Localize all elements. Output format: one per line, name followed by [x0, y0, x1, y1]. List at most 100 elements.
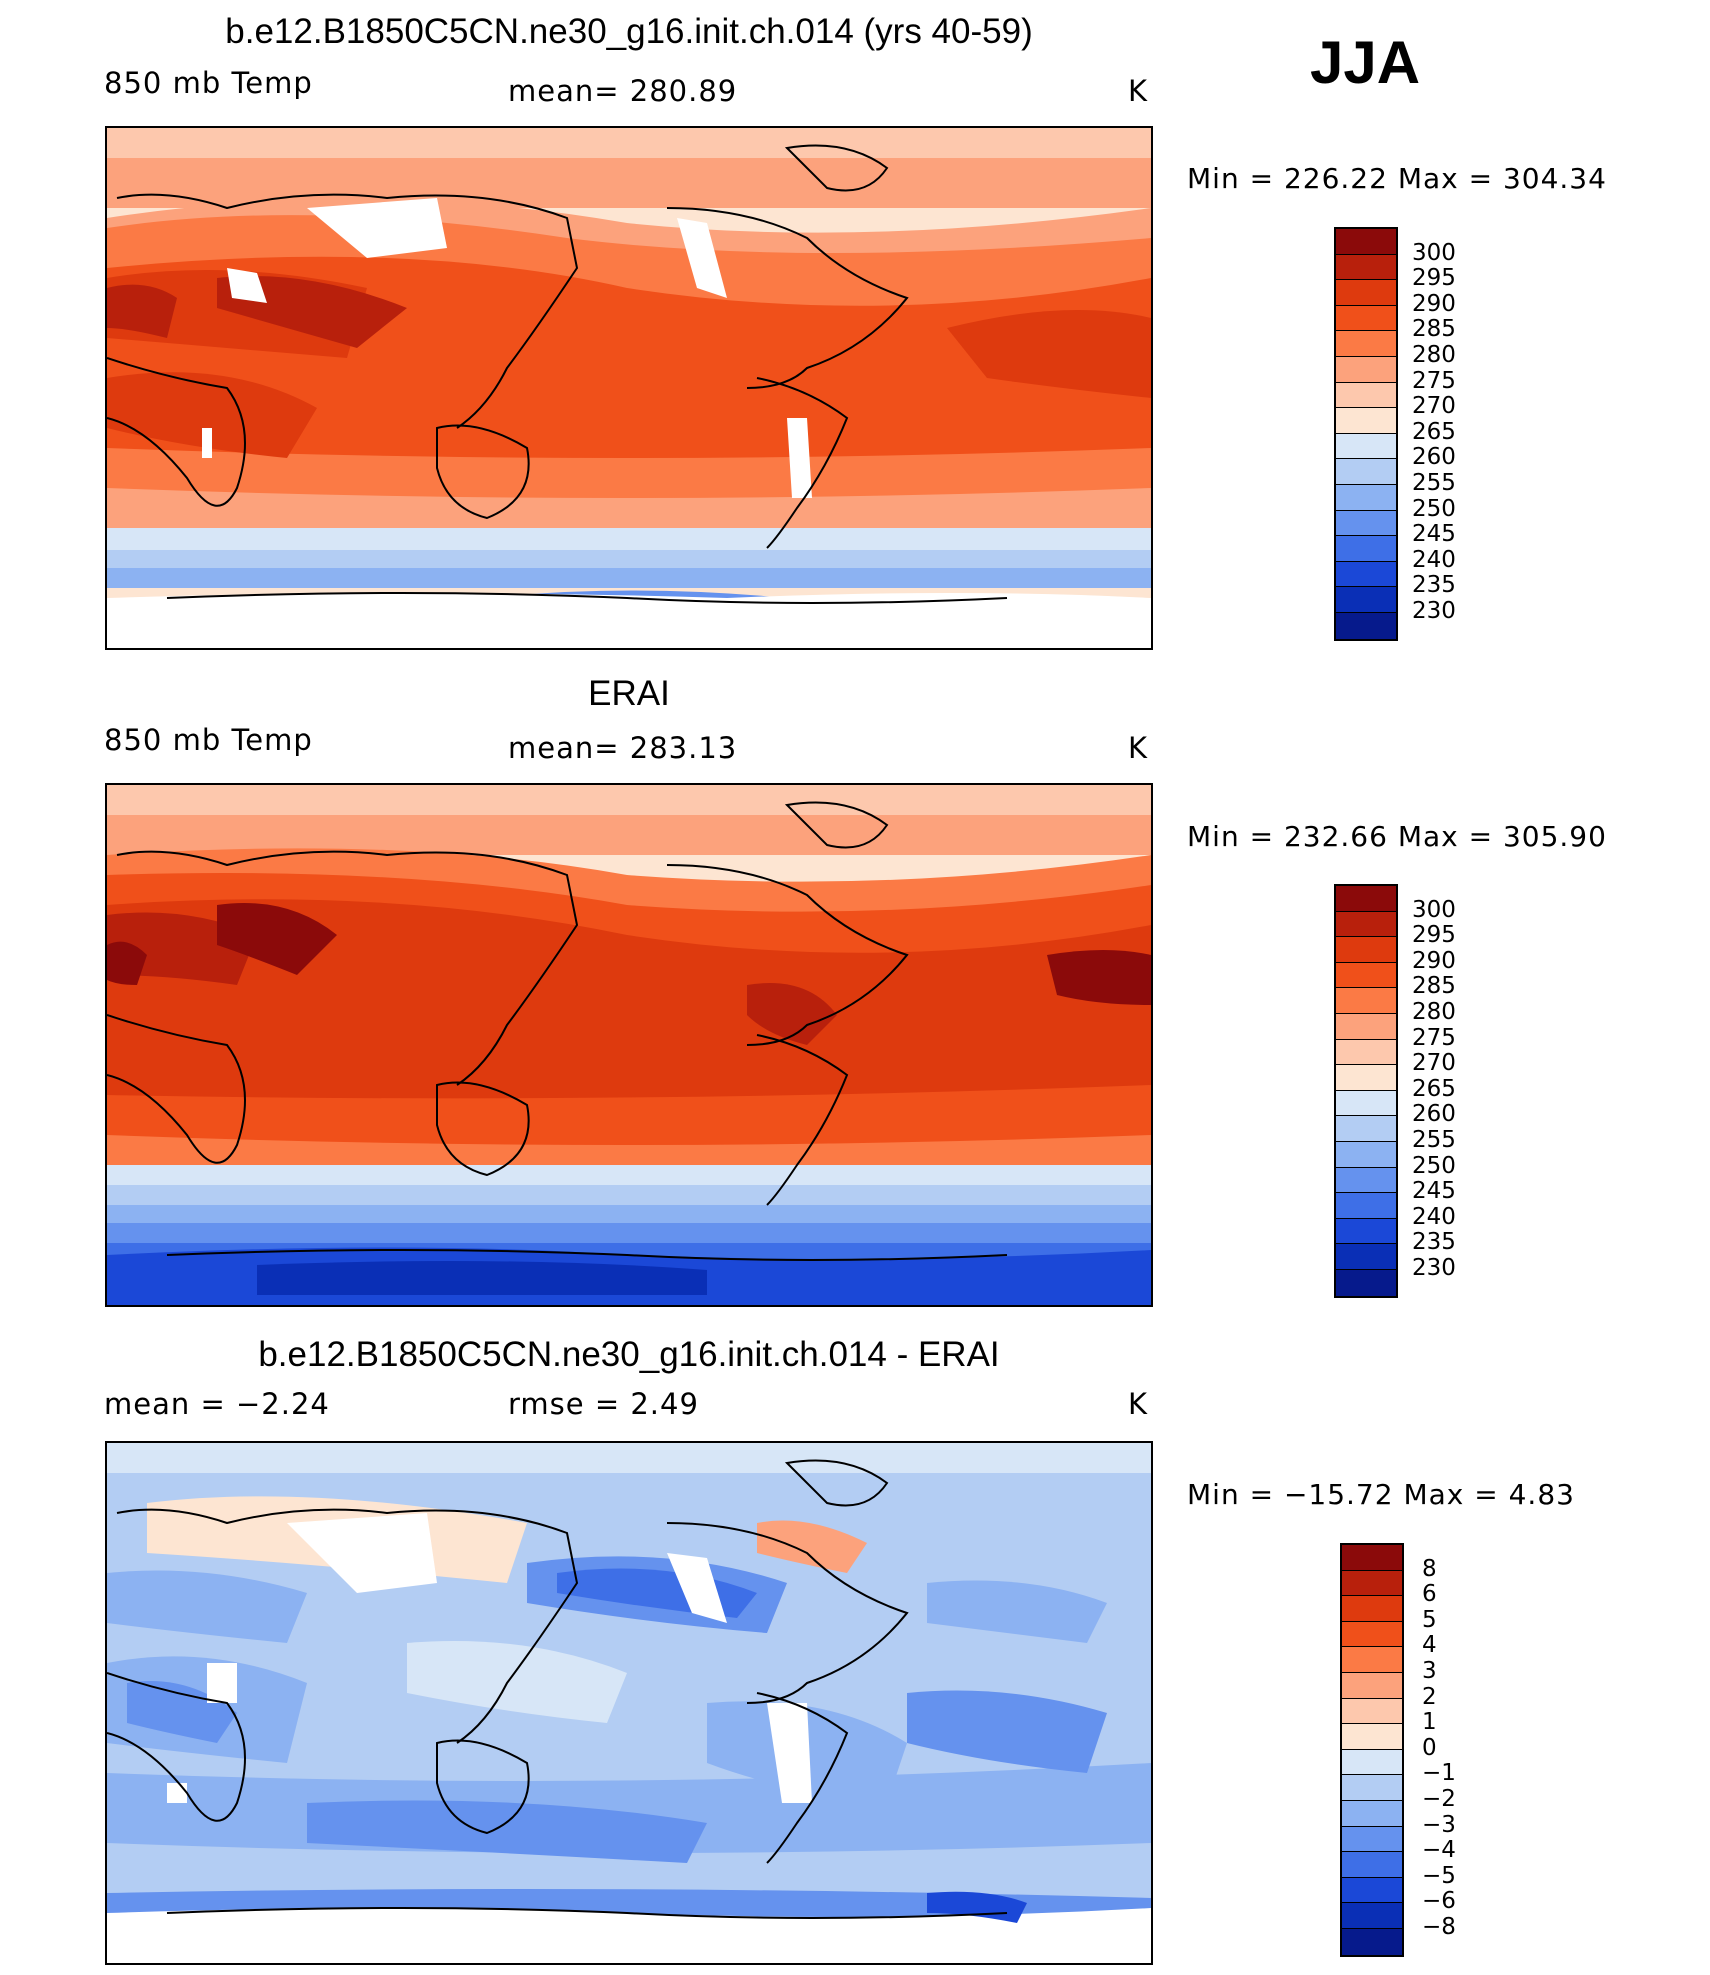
colorbar-swatch — [1336, 1013, 1396, 1040]
colorbar-tick-label: 300 — [1412, 239, 1456, 266]
panel3-colorbar — [1340, 1543, 1404, 1957]
colorbar-swatch — [1342, 1749, 1402, 1776]
colorbar-tick-label: 270 — [1412, 1050, 1456, 1077]
colorbar-swatch — [1336, 988, 1396, 1014]
panel3-title: b.e12.B1850C5CN.ne30_g16.init.ch.014 - E… — [258, 1335, 1000, 1374]
colorbar-swatch — [1336, 561, 1396, 588]
colorbar-tick-label: 235 — [1412, 572, 1456, 599]
colorbar-swatch — [1342, 1775, 1402, 1801]
colorbar-swatch — [1342, 1928, 1402, 1955]
temperature-fill — [107, 785, 1151, 1305]
panel2-mean-label: mean= 283.13 — [508, 731, 738, 765]
colorbar-swatch — [1336, 886, 1396, 912]
panel2-colorbar-labels: 300 295 290 285 280 275 270 265 260 255 250 245 240 2… — [1412, 884, 1492, 1294]
colorbar-tick-label: 245 — [1412, 1178, 1456, 1205]
colorbar-tick-label: 275 — [1412, 367, 1456, 394]
colorbar-swatch — [1342, 1672, 1402, 1699]
colorbar-swatch — [1336, 1116, 1396, 1142]
colorbar-tick-label: 235 — [1412, 1229, 1456, 1256]
colorbar-swatch — [1336, 484, 1396, 511]
panel3-units: K — [1128, 1387, 1149, 1421]
panel3-map — [105, 1441, 1153, 1965]
colorbar-tick-label: −1 — [1422, 1760, 1456, 1787]
panel3-rmse-label: rmse = 2.49 — [508, 1387, 699, 1421]
colorbar-swatch — [1336, 1167, 1396, 1194]
panel3-minmax: Min = −15.72 Max = 4.83 — [1187, 1478, 1575, 1511]
panel3-mean-label: mean = −2.24 — [104, 1387, 330, 1421]
colorbar-swatch — [1336, 382, 1396, 409]
panel1-map — [105, 126, 1153, 650]
colorbar-tick-label: 265 — [1412, 1075, 1456, 1102]
colorbar-swatch — [1342, 1698, 1402, 1725]
panel1-minmax: Min = 226.22 Max = 304.34 — [1187, 162, 1607, 195]
colorbar-tick-label: 285 — [1412, 316, 1456, 343]
colorbar-tick-label: 8 — [1422, 1555, 1437, 1582]
colorbar-swatch — [1342, 1800, 1402, 1827]
colorbar-tick-label: 260 — [1412, 1101, 1456, 1128]
coastlines — [107, 1459, 1008, 1919]
colorbar-tick-label: −6 — [1422, 1888, 1456, 1915]
season-label: JJA — [1310, 29, 1421, 96]
colorbar-tick-label: −8 — [1422, 1914, 1456, 1940]
colorbar-tick-label: 295 — [1412, 265, 1456, 292]
colorbar-swatch — [1342, 1596, 1402, 1622]
colorbar-tick-label: 285 — [1412, 973, 1456, 1000]
colorbar-tick-label: 240 — [1412, 1203, 1456, 1230]
colorbar-tick-label: 250 — [1412, 1152, 1456, 1179]
panel2-minmax: Min = 232.66 Max = 305.90 — [1187, 820, 1607, 853]
colorbar-tick-label: 290 — [1412, 947, 1456, 974]
missing-data-regions — [167, 1513, 812, 1803]
colorbar-tick-label: −2 — [1422, 1786, 1456, 1812]
colorbar-tick-label: 3 — [1422, 1658, 1437, 1684]
panel2-units: K — [1128, 731, 1149, 765]
colorbar-swatch — [1336, 1039, 1396, 1066]
panel3-colorbar-labels: 8 6 5 4 3 2 1 0 −1 −2 −3 −4 −5 −6 −8 — [1422, 1543, 1502, 1953]
colorbar-swatch — [1336, 1090, 1396, 1117]
difference-fill — [107, 1443, 1151, 1963]
colorbar-tick-label: 295 — [1412, 922, 1456, 949]
colorbar-tick-label: 0 — [1422, 1734, 1437, 1761]
panel1-variable-label: 850 mb Temp — [104, 66, 313, 100]
colorbar-swatch — [1336, 536, 1396, 562]
colorbar-swatch — [1342, 1724, 1402, 1750]
colorbar-swatch — [1336, 587, 1396, 613]
colorbar-swatch — [1336, 911, 1396, 938]
panel1-mean-label: mean= 280.89 — [508, 74, 738, 108]
coastlines — [107, 144, 1008, 604]
colorbar-swatch — [1336, 510, 1396, 537]
colorbar-swatch — [1336, 1065, 1396, 1091]
coastlines — [107, 801, 1008, 1261]
colorbar-tick-label: 255 — [1412, 470, 1456, 496]
colorbar-tick-label: 265 — [1412, 418, 1456, 445]
panel1-units: K — [1128, 74, 1149, 108]
colorbar-swatch — [1342, 1877, 1402, 1904]
colorbar-tick-label: −5 — [1422, 1862, 1456, 1889]
colorbar-tick-label: 255 — [1412, 1127, 1456, 1153]
colorbar-tick-label: 240 — [1412, 546, 1456, 573]
panel2-variable-label: 850 mb Temp — [104, 723, 313, 757]
colorbar-swatch — [1336, 1141, 1396, 1168]
colorbar-swatch — [1336, 1269, 1396, 1296]
colorbar-swatch — [1336, 937, 1396, 963]
colorbar-swatch — [1342, 1852, 1402, 1878]
colorbar-tick-label: 245 — [1412, 521, 1456, 548]
colorbar-tick-label: 250 — [1412, 495, 1456, 522]
colorbar-tick-label: −4 — [1422, 1837, 1456, 1864]
colorbar-swatch — [1336, 962, 1396, 989]
colorbar-tick-label: 275 — [1412, 1024, 1456, 1051]
panel2-colorbar — [1334, 884, 1398, 1298]
colorbar-tick-label: 4 — [1422, 1632, 1437, 1659]
colorbar-swatch — [1336, 229, 1396, 255]
colorbar-swatch — [1336, 356, 1396, 383]
colorbar-swatch — [1336, 433, 1396, 460]
colorbar-tick-label: −3 — [1422, 1811, 1456, 1838]
colorbar-tick-label: 230 — [1412, 598, 1456, 624]
colorbar-tick-label: 270 — [1412, 393, 1456, 420]
colorbar-tick-label: 6 — [1422, 1581, 1437, 1608]
colorbar-swatch — [1336, 408, 1396, 434]
colorbar-swatch — [1342, 1826, 1402, 1853]
colorbar-swatch — [1336, 1244, 1396, 1270]
colorbar-tick-label: 1 — [1422, 1709, 1437, 1736]
colorbar-swatch — [1342, 1545, 1402, 1571]
colorbar-tick-label: 290 — [1412, 290, 1456, 317]
